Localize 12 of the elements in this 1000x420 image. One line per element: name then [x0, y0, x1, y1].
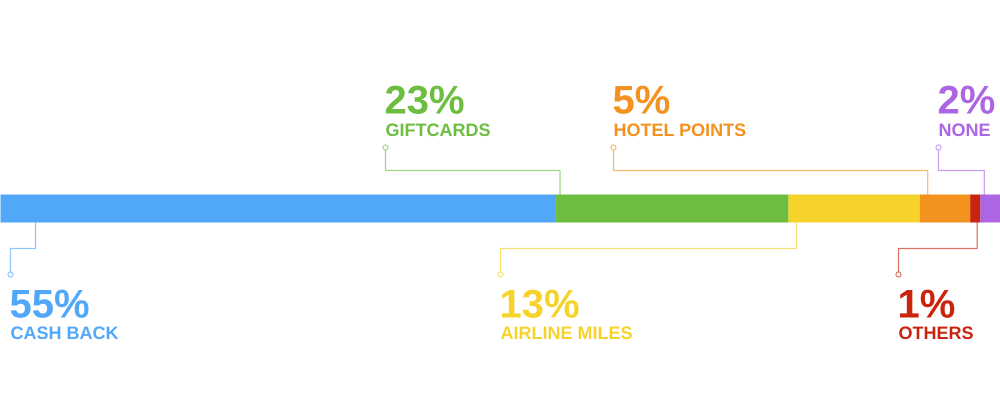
data-label: 23% [384, 78, 465, 122]
text: HOTEL POINTS [614, 120, 746, 140]
bar [980, 194, 1000, 222]
data-label: 2% [938, 78, 996, 122]
bar [0, 194, 556, 222]
bar [788, 194, 920, 222]
bar [920, 194, 970, 222]
bar [970, 194, 980, 222]
text: GIFTCARDS [386, 120, 490, 140]
data-label: 5% [612, 78, 670, 122]
bar [556, 194, 788, 222]
text: NONE [938, 120, 991, 140]
